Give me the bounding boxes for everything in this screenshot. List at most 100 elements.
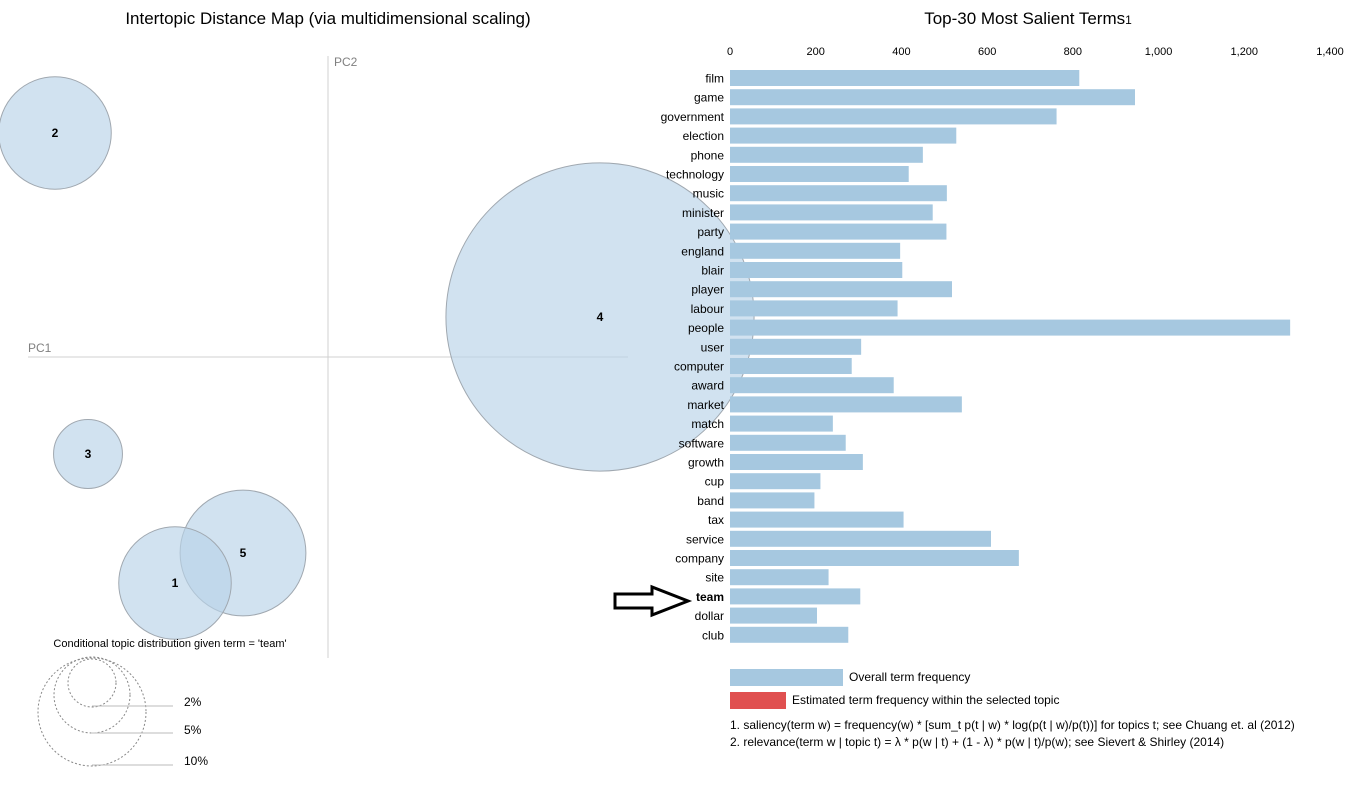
salient-terms-title: Top-30 Most Salient Terms1	[924, 9, 1132, 28]
term-label-company[interactable]: company	[675, 552, 724, 566]
x-tick-label: 600	[978, 46, 996, 58]
size-legend-circle-large	[37, 657, 147, 767]
legend-overall-swatch	[730, 669, 843, 686]
term-bar-people[interactable]	[730, 319, 1291, 336]
term-label-market[interactable]: market	[687, 398, 724, 412]
term-label-game[interactable]: game	[694, 91, 724, 105]
x-tick-label: 1,000	[1145, 46, 1173, 58]
term-bar-computer[interactable]	[730, 358, 852, 374]
term-label-match[interactable]: match	[691, 417, 724, 431]
term-label-phone[interactable]: phone	[691, 148, 725, 162]
topic-bubble-label-1: 1	[172, 576, 179, 590]
highlight-arrow-icon	[613, 584, 693, 618]
term-label-software[interactable]: software	[679, 436, 725, 450]
term-bar-growth[interactable]	[730, 454, 863, 470]
term-label-award[interactable]: award	[691, 379, 724, 393]
salient-terms-footnote-marker: 1	[1125, 13, 1132, 27]
x-tick-label: 1,400	[1316, 46, 1344, 58]
topic-bubble-1[interactable]	[118, 526, 232, 640]
term-bar-technology[interactable]	[730, 166, 909, 182]
term-label-election[interactable]: election	[683, 129, 724, 143]
term-label-minister[interactable]: minister	[682, 206, 724, 220]
term-label-government[interactable]: government	[661, 110, 725, 124]
topic-bubble-label-4: 4	[597, 310, 604, 324]
term-label-labour[interactable]: labour	[691, 302, 724, 316]
topic-bubble-3[interactable]	[53, 419, 123, 489]
legend-selected-swatch	[730, 692, 786, 709]
term-label-band[interactable]: band	[697, 494, 724, 508]
term-label-service[interactable]: service	[686, 532, 724, 546]
term-bar-player[interactable]	[730, 281, 952, 298]
salient-terms-bars	[730, 70, 1291, 643]
topic-bubbles: 1 2 3 4 5	[0, 76, 755, 640]
term-bar-film[interactable]	[730, 70, 1080, 86]
term-label-technology[interactable]: technology	[666, 168, 724, 182]
term-bar-election[interactable]	[730, 127, 957, 144]
term-label-people[interactable]: people	[688, 321, 724, 335]
topic-bubble-label-5: 5	[240, 546, 247, 560]
term-bar-blair[interactable]	[730, 262, 903, 278]
topic-bubble-2[interactable]	[0, 76, 112, 190]
term-bar-party[interactable]	[730, 223, 947, 240]
term-bar-phone[interactable]	[730, 146, 923, 163]
term-bar-team[interactable]	[730, 588, 861, 605]
term-label-film[interactable]: film	[705, 72, 724, 86]
term-bar-labour[interactable]	[730, 300, 898, 317]
x-tick-label: 1,200	[1231, 46, 1259, 58]
term-bar-company[interactable]	[730, 550, 1019, 566]
term-label-club[interactable]: club	[702, 628, 724, 642]
term-label-tax[interactable]: tax	[708, 513, 724, 527]
footnote-saliency: 1. saliency(term w) = frequency(w) * [su…	[730, 718, 1295, 732]
term-bar-game[interactable]	[730, 89, 1135, 106]
term-label-team[interactable]: team	[696, 590, 724, 604]
term-label-player[interactable]: player	[691, 283, 724, 297]
intertopic-map-title: Intertopic Distance Map (via multidimens…	[125, 9, 530, 28]
term-label-music[interactable]: music	[693, 187, 724, 201]
term-label-blair[interactable]: blair	[701, 264, 724, 278]
topic-bubble-label-2: 2	[52, 126, 59, 140]
topic-bubble-label-3: 3	[85, 447, 92, 461]
term-bar-dollar[interactable]	[730, 607, 817, 624]
term-label-computer[interactable]: computer	[674, 360, 724, 374]
x-tick-label: 0	[727, 46, 733, 58]
x-tick-label: 200	[807, 46, 825, 58]
salient-terms-title-text: Top-30 Most Salient Terms	[924, 9, 1125, 28]
term-bar-tax[interactable]	[730, 511, 904, 528]
term-bar-music[interactable]	[730, 185, 947, 202]
term-bar-software[interactable]	[730, 434, 846, 451]
term-label-england[interactable]: england	[681, 244, 724, 258]
term-bar-england[interactable]	[730, 242, 901, 259]
size-legend: 2% 5% 10%	[37, 656, 208, 768]
term-label-site[interactable]: site	[705, 571, 724, 585]
size-legend-label-2pct: 2%	[184, 695, 202, 709]
term-bar-market[interactable]	[730, 396, 962, 413]
term-bar-user[interactable]	[730, 338, 862, 355]
term-label-cup[interactable]: cup	[705, 475, 725, 489]
term-bar-award[interactable]	[730, 377, 894, 394]
footnote-relevance: 2. relevance(term w | topic t) = λ * p(w…	[730, 735, 1224, 749]
bar-x-axis: 0 200 400 600 800 1,000 1,200 1,400	[727, 46, 1344, 58]
term-bar-match[interactable]	[730, 415, 833, 432]
size-legend-label-5pct: 5%	[184, 723, 202, 737]
pc1-axis-label: PC1	[28, 341, 52, 355]
legend-selected-label: Estimated term frequency within the sele…	[792, 693, 1059, 707]
term-bar-band[interactable]	[730, 492, 815, 509]
salient-terms-labels: film game government election phone technolog…	[661, 72, 725, 643]
conditional-topic-caption: Conditional topic distribution given ter…	[53, 638, 286, 650]
term-bar-minister[interactable]	[730, 204, 933, 221]
term-label-party[interactable]: party	[697, 225, 724, 239]
x-tick-label: 800	[1064, 46, 1082, 58]
topic-bubble-4[interactable]	[445, 162, 755, 472]
term-bar-club[interactable]	[730, 626, 849, 643]
term-label-user[interactable]: user	[701, 340, 724, 354]
size-legend-label-10pct: 10%	[184, 754, 208, 768]
size-legend-circle-medium	[53, 656, 131, 734]
term-bar-service[interactable]	[730, 530, 991, 547]
term-bar-site[interactable]	[730, 569, 829, 586]
x-tick-label: 400	[892, 46, 910, 58]
term-label-growth[interactable]: growth	[688, 456, 724, 470]
term-bar-government[interactable]	[730, 108, 1057, 125]
term-bar-cup[interactable]	[730, 473, 821, 490]
term-label-dollar[interactable]: dollar	[695, 609, 724, 623]
